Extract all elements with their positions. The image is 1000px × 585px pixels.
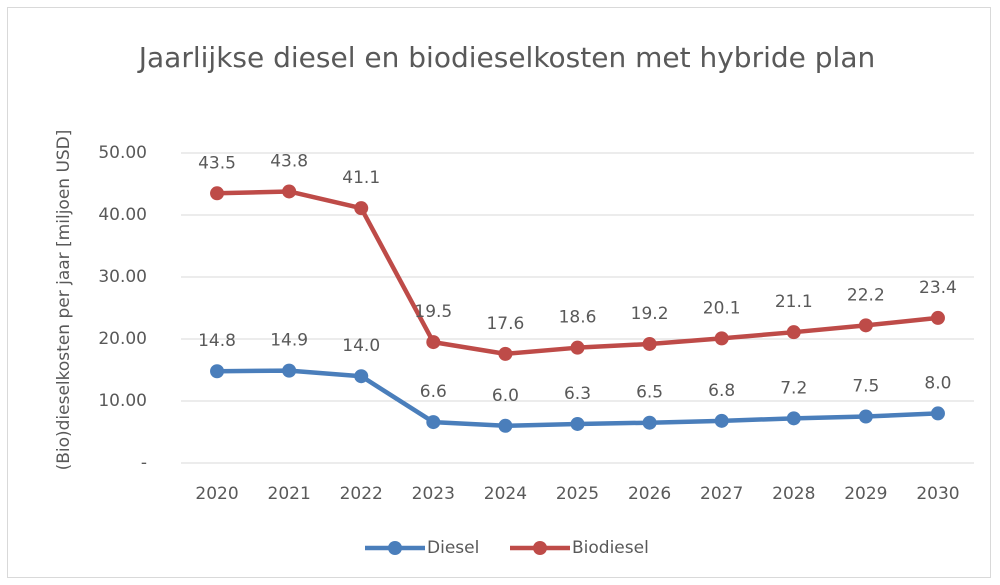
chart-title: Jaarlijkse diesel en biodieselkosten met… [138,41,876,74]
data-point [426,335,441,350]
y-tick-label: 20.00 [98,329,147,349]
data-label: 6.3 [564,384,591,404]
legend-label: Biodiesel [572,538,649,558]
data-point [786,411,801,426]
data-label: 19.5 [414,302,452,322]
x-tick-label: 2024 [484,484,527,504]
data-label: 14.0 [342,336,380,356]
data-point [282,184,297,199]
x-tick-label: 2023 [412,484,455,504]
y-tick-label: - [141,453,147,473]
data-label: 6.0 [492,386,519,406]
x-tick-label: 2029 [844,484,887,504]
data-label: 6.8 [708,381,735,401]
x-tick-label: 2026 [628,484,671,504]
data-label: 7.5 [852,377,879,397]
data-label: 14.8 [198,331,236,351]
data-point [498,418,513,433]
x-tick-label: 2027 [700,484,743,504]
data-point [354,201,369,216]
data-label: 6.6 [420,382,447,402]
data-point [930,310,945,325]
data-point [714,331,729,346]
data-point [426,415,441,430]
data-label: 7.2 [780,378,807,398]
x-tick-label: 2030 [916,484,959,504]
data-point [642,336,657,351]
data-point [210,186,225,201]
legend-label: Diesel [427,538,479,558]
x-tick-label: 2025 [556,484,599,504]
data-label: 43.5 [198,153,236,173]
data-point [210,364,225,379]
data-point [858,318,873,333]
data-point [570,340,585,355]
data-label: 41.1 [342,168,380,188]
y-tick-label: 50.00 [98,143,147,163]
data-point [498,346,513,361]
data-label: 17.6 [486,314,524,334]
legend-marker [388,541,402,555]
data-label: 43.8 [270,151,308,171]
data-label: 23.4 [919,278,957,298]
data-label: 14.9 [270,331,308,351]
y-tick-label: 30.00 [98,267,147,287]
data-point [282,363,297,378]
x-tick-label: 2028 [772,484,815,504]
data-point [930,406,945,421]
data-label: 19.2 [631,304,669,324]
x-tick-label: 2021 [268,484,311,504]
data-label: 21.1 [775,292,813,312]
data-point [570,416,585,431]
data-point [354,369,369,384]
data-label: 20.1 [703,298,741,318]
data-label: 22.2 [847,285,885,305]
data-point [786,325,801,340]
data-point [714,413,729,428]
data-label: 6.5 [636,383,663,403]
y-axis-label: (Bio)dieselkosten per jaar [miljoen USD] [54,130,74,471]
data-point [642,415,657,430]
chart-border [7,7,991,578]
data-point [858,409,873,424]
data-label: 8.0 [924,373,951,393]
x-tick-label: 2020 [195,484,238,504]
data-label: 18.6 [559,308,597,328]
y-tick-label: 40.00 [98,205,147,225]
legend-marker [533,541,547,555]
x-tick-label: 2022 [340,484,383,504]
y-tick-label: 10.00 [98,391,147,411]
